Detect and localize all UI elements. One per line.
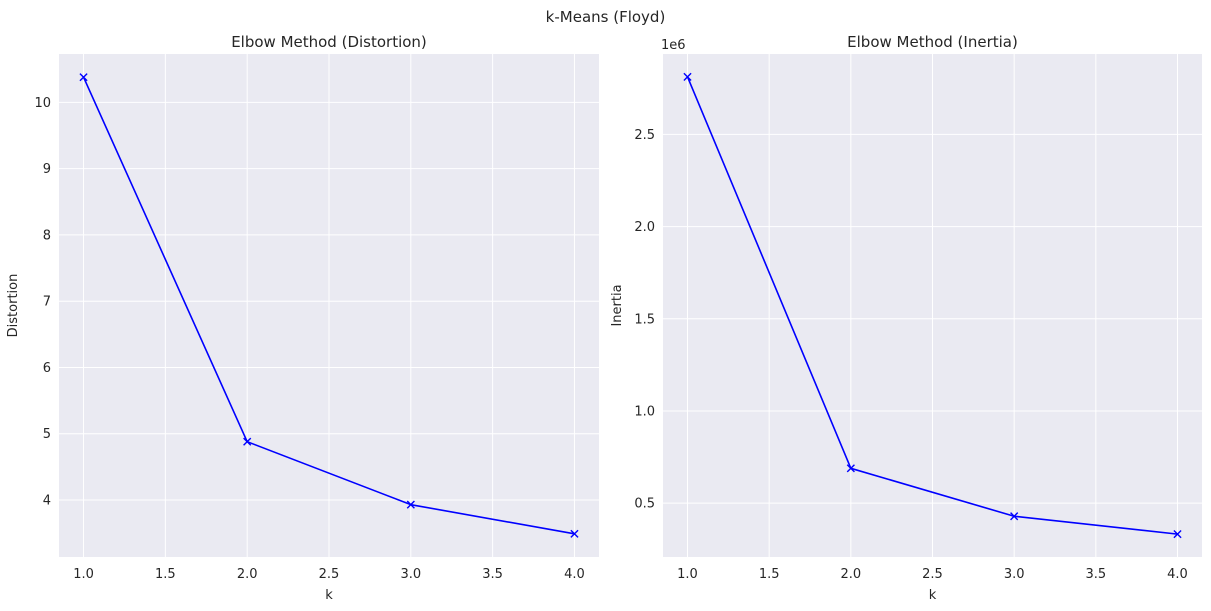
marker-stroke xyxy=(683,72,692,81)
marker-stroke xyxy=(570,529,579,538)
chart-title: Elbow Method (Inertia) xyxy=(847,33,1018,51)
data-point-marker xyxy=(683,72,692,81)
series-line xyxy=(82,76,575,535)
x-tick-label: 1.5 xyxy=(155,567,176,582)
y-axis-label: Inertia xyxy=(610,284,625,326)
marker-stroke xyxy=(406,500,415,509)
x-tick-label: 4.0 xyxy=(1167,567,1188,582)
x-tick-label: 3.5 xyxy=(482,567,503,582)
marker-stroke xyxy=(79,73,88,82)
data-point-marker xyxy=(1173,530,1182,539)
y-tick-label: 6 xyxy=(43,361,51,376)
x-axis-label: k xyxy=(929,588,937,603)
x-tick-label: 2.5 xyxy=(319,567,340,582)
x-tick-label: 1.5 xyxy=(759,567,780,582)
y-tick-label: 10 xyxy=(34,96,51,111)
y-tick-label: 2.5 xyxy=(634,128,655,143)
marker-stroke xyxy=(1173,530,1182,539)
x-tick-label: 3.5 xyxy=(1085,567,1106,582)
series-line xyxy=(686,76,1178,535)
chart-title: Elbow Method (Distortion) xyxy=(231,33,427,51)
y-tick-label: 2.0 xyxy=(634,220,655,235)
y-tick-label: 9 xyxy=(43,162,51,177)
distortion-chart: 1.0 1.5 2.0 2.5 3.0 3.5 4.0 4 5 6 7 8 9 10 Elbow Metho… xyxy=(6,33,599,603)
data-point-marker xyxy=(406,500,415,509)
data-point-marker xyxy=(243,437,252,446)
y-tick-label: 0.5 xyxy=(634,497,655,512)
x-tick-label: 2.5 xyxy=(922,567,943,582)
marker-stroke xyxy=(1010,512,1019,521)
y-tick-label: 8 xyxy=(43,228,51,243)
marker-stroke xyxy=(243,437,252,446)
y-tick-label: 7 xyxy=(43,295,51,310)
data-point-marker xyxy=(79,73,88,82)
y-tick-label: 1.5 xyxy=(634,312,655,327)
x-tick-label: 2.0 xyxy=(840,567,861,582)
figure-suptitle: k-Means (Floyd) xyxy=(546,8,666,26)
inertia-chart: 1.0 1.5 2.0 2.5 3.0 3.5 4.0 0.5 1.0 1.5 2.0 2.5 1e6 E… xyxy=(610,33,1202,603)
y-offset-label: 1e6 xyxy=(661,38,686,53)
x-tick-label: 2.0 xyxy=(237,567,258,582)
x-tick-label: 4.0 xyxy=(564,567,585,582)
x-tick-label: 1.0 xyxy=(677,567,698,582)
data-point-marker xyxy=(570,529,579,538)
y-tick-label: 1.0 xyxy=(634,404,655,419)
y-tick-label: 5 xyxy=(43,427,51,442)
y-tick-label: 4 xyxy=(43,494,51,509)
x-tick-label: 3.0 xyxy=(1004,567,1025,582)
x-axis-label: k xyxy=(325,588,333,603)
y-axis-label: Distortion xyxy=(6,274,21,338)
x-tick-label: 3.0 xyxy=(400,567,421,582)
data-point-marker xyxy=(1010,512,1019,521)
x-tick-label: 1.0 xyxy=(73,567,94,582)
marker-stroke xyxy=(846,464,855,473)
data-point-marker xyxy=(846,464,855,473)
